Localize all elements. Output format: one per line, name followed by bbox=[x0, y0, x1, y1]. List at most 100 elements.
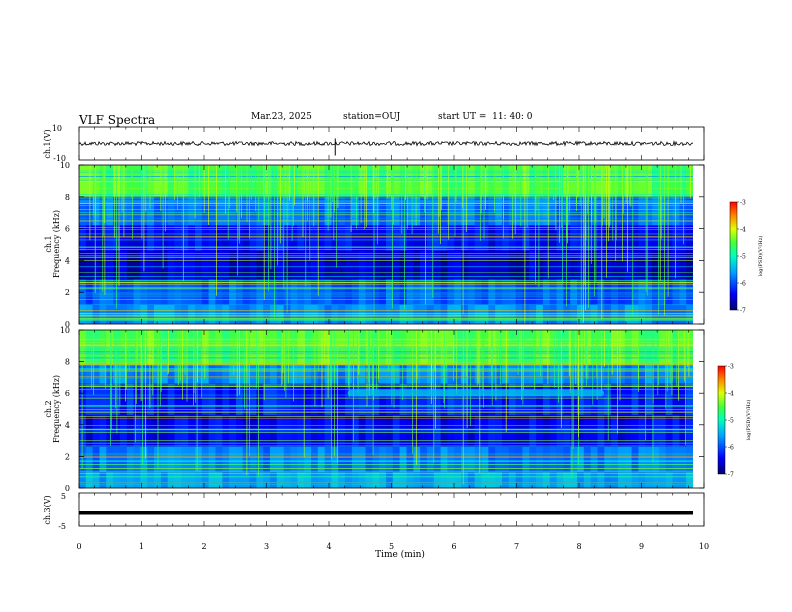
bottom-band bbox=[249, 472, 257, 488]
mid-band bbox=[447, 196, 455, 226]
mid-band bbox=[474, 196, 482, 226]
ch2-spectrogram bbox=[79, 330, 704, 488]
low-band bbox=[481, 446, 489, 473]
bottom-band bbox=[549, 304, 557, 324]
low-dark-band bbox=[679, 250, 687, 280]
dark-band bbox=[365, 225, 373, 251]
mid-band bbox=[672, 364, 680, 384]
dark-band bbox=[140, 383, 148, 416]
dark-band bbox=[508, 383, 516, 416]
dark-band bbox=[119, 383, 128, 416]
low-band bbox=[235, 446, 244, 473]
mid-band bbox=[160, 196, 169, 226]
bottom-band bbox=[276, 472, 284, 488]
bottom-band bbox=[317, 472, 325, 488]
bottom-band bbox=[358, 304, 366, 324]
low-band bbox=[420, 446, 428, 473]
bottom-band bbox=[399, 472, 407, 488]
low-band bbox=[304, 446, 312, 473]
bottom-band bbox=[624, 304, 632, 324]
bottom-band bbox=[679, 304, 687, 324]
dark-band bbox=[290, 383, 298, 416]
upper-band bbox=[331, 165, 339, 197]
dark-band bbox=[426, 383, 435, 416]
low-band bbox=[672, 446, 680, 473]
low-dark-band bbox=[420, 250, 428, 280]
mid-band bbox=[631, 196, 639, 226]
dark-band bbox=[201, 225, 209, 251]
bottom-band bbox=[283, 304, 291, 324]
bottom-band bbox=[304, 304, 312, 324]
mid-band bbox=[556, 196, 564, 226]
low-band bbox=[283, 446, 291, 473]
dark-band bbox=[672, 383, 680, 416]
upper-band bbox=[311, 165, 319, 197]
bottom-band bbox=[290, 304, 298, 324]
dark-band bbox=[386, 225, 394, 251]
dark-band bbox=[392, 383, 400, 416]
mid-band bbox=[658, 364, 667, 384]
bottom-band bbox=[195, 304, 203, 324]
low-dark-band bbox=[665, 250, 673, 280]
low-band bbox=[461, 446, 469, 473]
low-dark-band bbox=[433, 250, 441, 280]
freq-tick-label: 8 bbox=[65, 358, 70, 367]
mid-band bbox=[290, 196, 298, 226]
dark-band bbox=[317, 225, 325, 251]
dark-band bbox=[304, 383, 312, 416]
dark-band bbox=[133, 383, 141, 416]
dark-band bbox=[563, 383, 571, 416]
low-band bbox=[126, 446, 134, 473]
bottom-band bbox=[420, 472, 428, 488]
mid-band bbox=[126, 196, 134, 226]
mid-band bbox=[249, 196, 257, 226]
bottom-band bbox=[652, 304, 660, 324]
low-dark-band bbox=[85, 250, 93, 280]
low-dark-band bbox=[652, 250, 660, 280]
ch2-freq-label: Frequency (kHz) bbox=[52, 375, 61, 443]
low-dark-band bbox=[658, 250, 667, 280]
dark-band bbox=[304, 225, 312, 251]
mid-band bbox=[215, 364, 223, 384]
mid-band bbox=[645, 196, 653, 226]
station-label: station=OUJ bbox=[343, 112, 401, 122]
date-label: Mar.23, 2025 bbox=[251, 112, 312, 122]
bottom-band bbox=[515, 472, 523, 488]
mid-band bbox=[618, 364, 626, 384]
bottom-band bbox=[79, 472, 87, 488]
mid-band bbox=[686, 196, 694, 226]
dark-band bbox=[638, 225, 646, 251]
ch1-waveform-panel: 10 -10 ch.1(V) bbox=[43, 124, 705, 163]
low-band bbox=[447, 446, 455, 473]
ch1-spec-channel-label: ch.1 bbox=[44, 235, 53, 252]
low-dark-band bbox=[488, 250, 496, 280]
bottom-band bbox=[563, 304, 571, 324]
low-band bbox=[113, 446, 121, 473]
dark-band bbox=[665, 383, 673, 416]
mid-band bbox=[331, 364, 339, 384]
upper-band bbox=[481, 165, 489, 197]
low-band bbox=[215, 446, 223, 473]
upper-band bbox=[426, 165, 435, 197]
low-band bbox=[195, 446, 203, 473]
emission-band bbox=[347, 390, 604, 397]
mid-band bbox=[229, 196, 237, 226]
dark-band bbox=[502, 383, 510, 416]
bottom-band bbox=[502, 304, 510, 324]
dark-band bbox=[515, 383, 523, 416]
mid-band bbox=[99, 364, 107, 384]
low-band bbox=[570, 446, 578, 473]
mid-band bbox=[556, 364, 564, 384]
bottom-band bbox=[577, 472, 585, 488]
dark-band bbox=[522, 383, 530, 416]
mid-band bbox=[529, 364, 537, 384]
dark-band bbox=[147, 383, 155, 416]
mid-band bbox=[618, 196, 626, 226]
mid-band bbox=[351, 364, 360, 384]
mid-band bbox=[140, 364, 148, 384]
upper-band bbox=[522, 165, 530, 197]
mid-band bbox=[358, 364, 366, 384]
bottom-band bbox=[440, 472, 448, 488]
bottom-band bbox=[331, 472, 339, 488]
dark-band bbox=[79, 383, 87, 416]
